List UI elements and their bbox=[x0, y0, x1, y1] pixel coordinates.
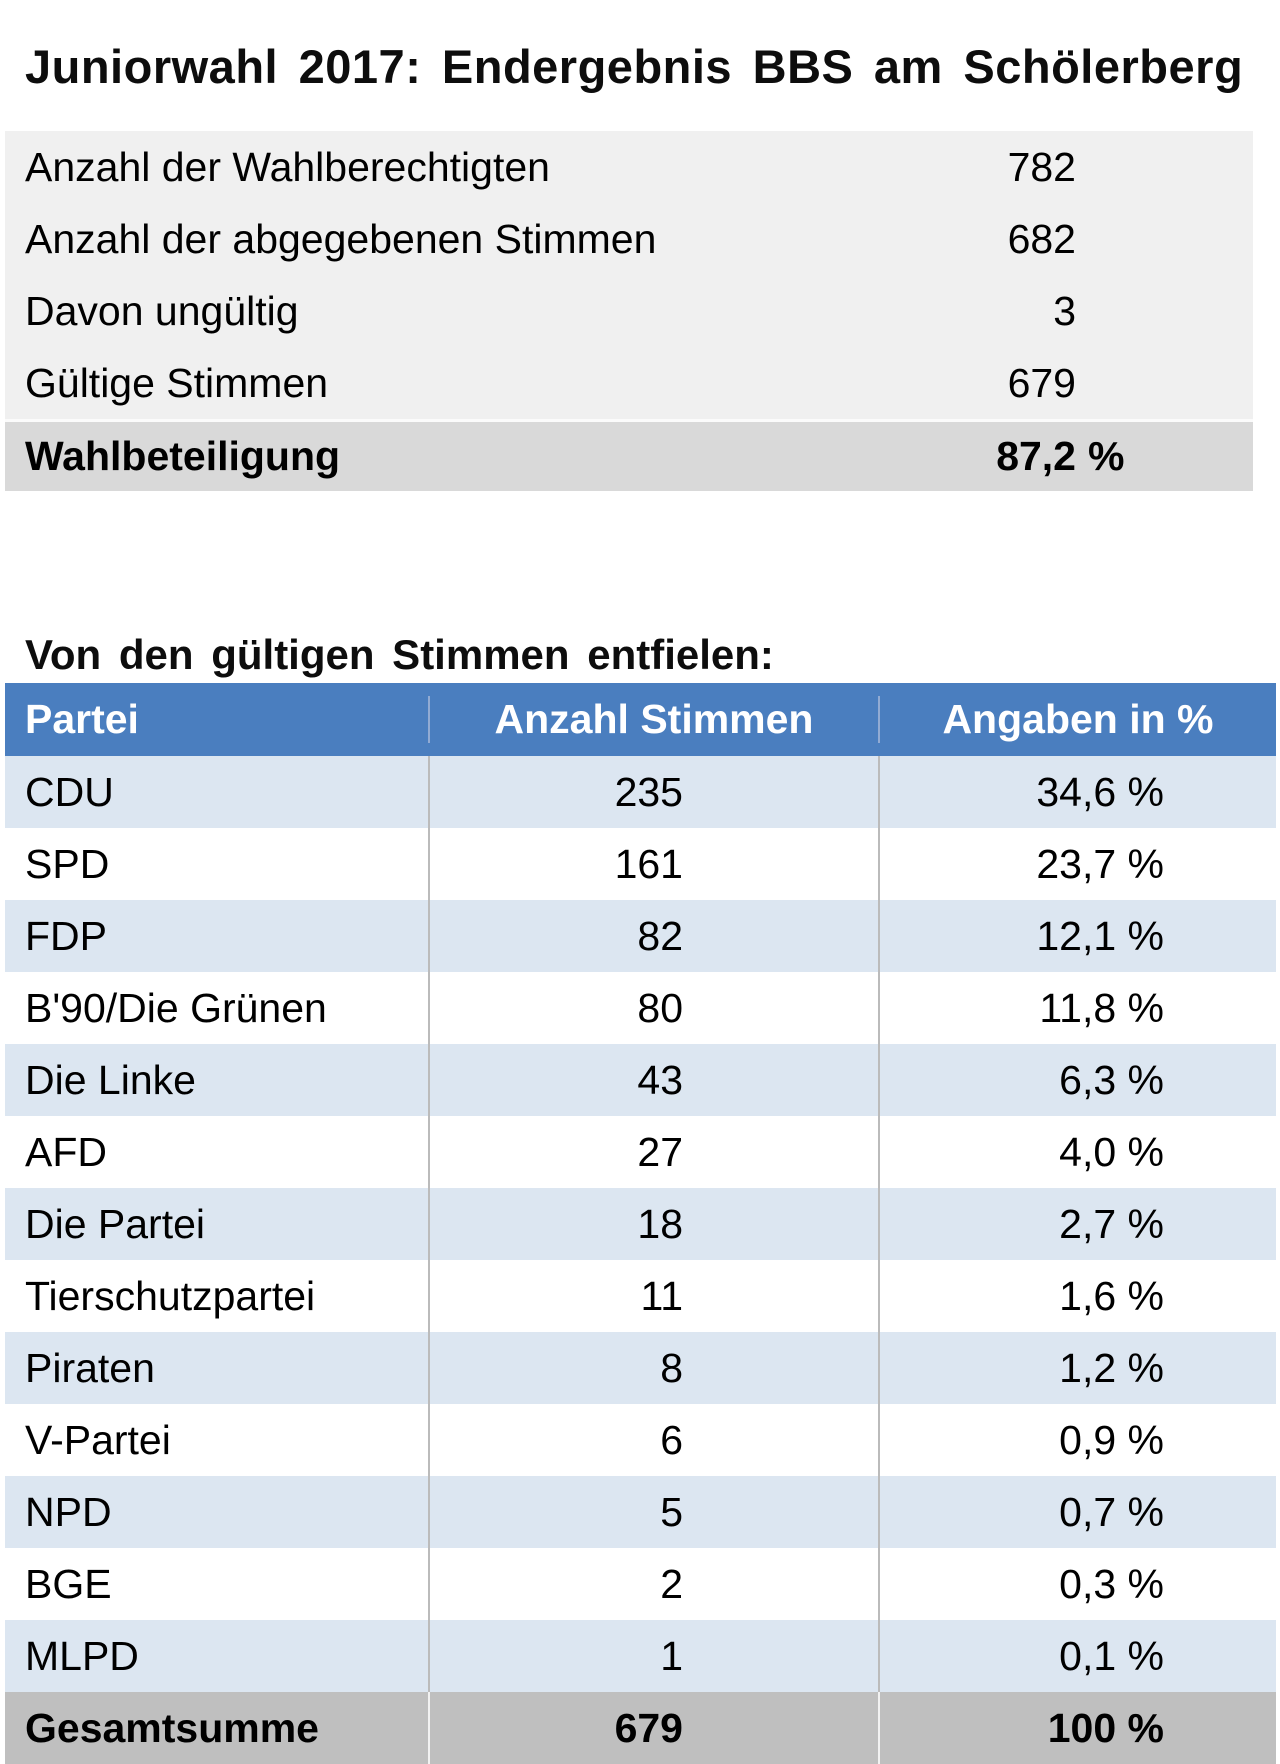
votes-value: 2 bbox=[428, 1548, 878, 1620]
summary-row: Davon ungültig 3 bbox=[5, 275, 1253, 347]
percent-value: 11,8 % bbox=[878, 972, 1276, 1044]
percent-value: 34,6 % bbox=[878, 756, 1276, 828]
header-anzahl-stimmen: Anzahl Stimmen bbox=[428, 696, 878, 743]
percent-value: 12,1 % bbox=[878, 900, 1276, 972]
votes-value: 80 bbox=[428, 972, 878, 1044]
table-row: B'90/Die Grünen 80 11,8 % bbox=[5, 972, 1276, 1044]
table-row: BGE 2 0,3 % bbox=[5, 1548, 1276, 1620]
section-heading: Von den gültigen Stimmen entfielen: bbox=[25, 630, 774, 678]
party-name: FDP bbox=[25, 912, 107, 959]
page-title: Juniorwahl 2017: Endergebnis BBS am Schö… bbox=[25, 40, 1244, 94]
summary-table: Anzahl der Wahlberechtigten 782 Anzahl d… bbox=[5, 131, 1253, 491]
votes-value: 27 bbox=[428, 1116, 878, 1188]
table-row: Tierschutzpartei 11 1,6 % bbox=[5, 1260, 1276, 1332]
summary-label: Anzahl der Wahlberechtigten bbox=[25, 143, 550, 190]
votes-value: 18 bbox=[428, 1188, 878, 1260]
votes-value: 11 bbox=[428, 1260, 878, 1332]
total-percent: 100 % bbox=[878, 1692, 1276, 1764]
votes-value: 6 bbox=[428, 1404, 878, 1476]
percent-value: 4,0 % bbox=[878, 1116, 1276, 1188]
results-header-row: Partei Anzahl Stimmen Angaben in % bbox=[5, 683, 1276, 756]
table-row: CDU 235 34,6 % bbox=[5, 756, 1276, 828]
votes-value: 5 bbox=[428, 1476, 878, 1548]
table-row: FDP 82 12,1 % bbox=[5, 900, 1276, 972]
party-name: BGE bbox=[25, 1560, 112, 1607]
table-row: V-Partei 6 0,9 % bbox=[5, 1404, 1276, 1476]
table-row: MLPD 1 0,1 % bbox=[5, 1620, 1276, 1692]
table-row: Die Partei 18 2,7 % bbox=[5, 1188, 1276, 1260]
summary-value: 3 bbox=[1053, 287, 1076, 334]
percent-value: 23,7 % bbox=[878, 828, 1276, 900]
votes-value: 8 bbox=[428, 1332, 878, 1404]
percent-value: 0,7 % bbox=[878, 1476, 1276, 1548]
header-partei: Partei bbox=[25, 696, 139, 742]
summary-label: Anzahl der abgegebenen Stimmen bbox=[25, 215, 657, 262]
summary-value: 682 bbox=[1007, 215, 1076, 262]
header-angaben-prozent: Angaben in % bbox=[878, 696, 1276, 743]
party-name: SPD bbox=[25, 840, 110, 887]
party-name: Die Linke bbox=[25, 1056, 196, 1103]
party-name: NPD bbox=[25, 1488, 112, 1535]
votes-value: 43 bbox=[428, 1044, 878, 1116]
summary-label: Wahlbeteiligung bbox=[25, 433, 341, 479]
percent-value: 0,1 % bbox=[878, 1620, 1276, 1692]
party-name: V-Partei bbox=[25, 1416, 171, 1463]
summary-total-row: Wahlbeteiligung 87,2 % bbox=[5, 419, 1253, 491]
party-name: AFD bbox=[25, 1128, 107, 1175]
votes-value: 82 bbox=[428, 900, 878, 972]
percent-value: 0,9 % bbox=[878, 1404, 1276, 1476]
percent-value: 0,3 % bbox=[878, 1548, 1276, 1620]
percent-value: 6,3 % bbox=[878, 1044, 1276, 1116]
total-label: Gesamtsumme bbox=[25, 1704, 319, 1751]
table-row: AFD 27 4,0 % bbox=[5, 1116, 1276, 1188]
summary-row: Anzahl der abgegebenen Stimmen 682 bbox=[5, 203, 1253, 275]
party-name: MLPD bbox=[25, 1632, 139, 1679]
table-row: NPD 5 0,7 % bbox=[5, 1476, 1276, 1548]
summary-label: Davon ungültig bbox=[25, 287, 299, 334]
votes-value: 161 bbox=[428, 828, 878, 900]
table-row: SPD 161 23,7 % bbox=[5, 828, 1276, 900]
party-name: Die Partei bbox=[25, 1200, 206, 1247]
results-total-row: Gesamtsumme 679 100 % bbox=[5, 1692, 1276, 1764]
results-table: Partei Anzahl Stimmen Angaben in % CDU 2… bbox=[5, 683, 1276, 1764]
votes-value: 235 bbox=[428, 756, 878, 828]
table-row: Piraten 8 1,2 % bbox=[5, 1332, 1276, 1404]
votes-value: 1 bbox=[428, 1620, 878, 1692]
percent-value: 1,6 % bbox=[878, 1260, 1276, 1332]
summary-row: Gültige Stimmen 679 bbox=[5, 347, 1253, 419]
summary-value: 87,2 bbox=[996, 433, 1076, 479]
table-row: Die Linke 43 6,3 % bbox=[5, 1044, 1276, 1116]
party-name: Tierschutzpartei bbox=[25, 1272, 316, 1319]
summary-label: Gültige Stimmen bbox=[25, 359, 329, 406]
percent-value: 1,2 % bbox=[878, 1332, 1276, 1404]
percent-value: 2,7 % bbox=[878, 1188, 1276, 1260]
summary-value: 679 bbox=[1007, 359, 1076, 406]
total-votes: 679 bbox=[428, 1692, 878, 1764]
party-name: B'90/Die Grünen bbox=[25, 984, 327, 1031]
summary-row: Anzahl der Wahlberechtigten 782 bbox=[5, 131, 1253, 203]
party-name: Piraten bbox=[25, 1344, 155, 1391]
summary-value: 782 bbox=[1007, 143, 1076, 190]
party-name: CDU bbox=[25, 768, 114, 815]
summary-unit: % bbox=[1088, 433, 1125, 479]
